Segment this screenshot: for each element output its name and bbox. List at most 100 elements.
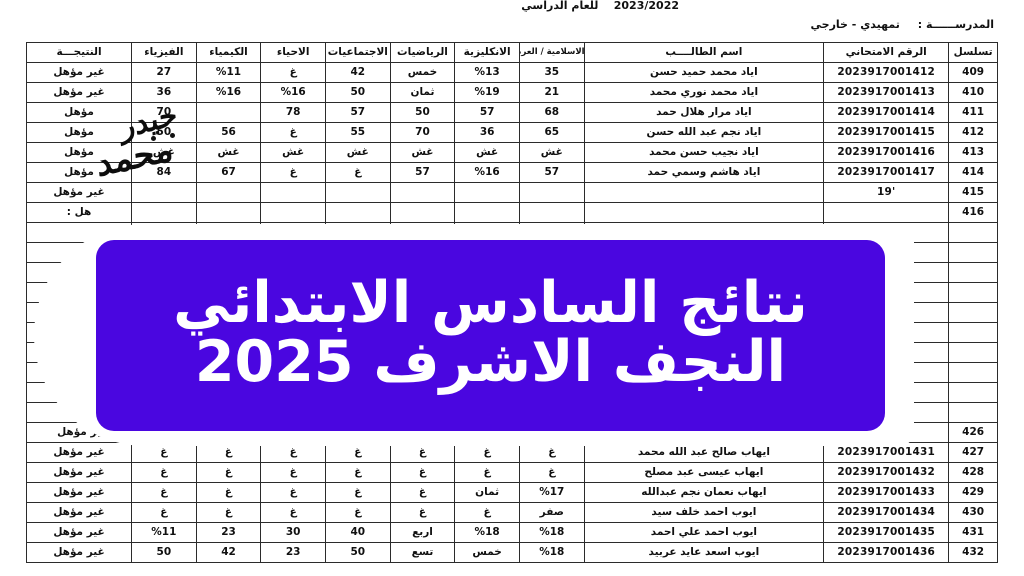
- cell-grade-islamic-arabic: غش: [518, 142, 585, 163]
- cell-grade-social: 50: [324, 542, 391, 563]
- cell-exam-number: 2023917001414: [823, 102, 950, 123]
- cell-grade-physics: %11: [131, 522, 197, 543]
- cell-grade-physics: 70: [131, 102, 197, 123]
- cell-grade-english: %16: [454, 162, 520, 183]
- table-row[interactable]: 429 2023917001433 ايهاب نعمان نجم عبدالله%…: [25, 482, 998, 503]
- cell-exam-number: '19: [823, 182, 950, 203]
- school-label: المدرســــــة :: [917, 18, 994, 31]
- cell-result: غير مؤهل: [25, 502, 133, 523]
- table-row[interactable]: 412 2023917001415 اياد نجم عبد الله حسن 65 3…: [25, 122, 998, 143]
- table-row[interactable]: 416 هل :: [25, 202, 998, 223]
- table-row[interactable]: 414 2023917001417 اياد هاشم وسمي حمد 57 %16 5…: [25, 162, 998, 183]
- table-row[interactable]: 410 2023917001413 اياد محمد نوري محمد 21 %19…: [25, 82, 998, 103]
- cell-student-name: اياد محمد نوري محمد: [583, 82, 825, 103]
- cell-grade-social: [324, 182, 391, 203]
- cell-grade-physics: [131, 182, 197, 203]
- col-header-physics: الفيزياء: [131, 42, 197, 63]
- cell-grade-social: 55: [324, 122, 391, 143]
- table-row[interactable]: 430 2023917001434 ايوب احمد خلف سيد صفر غ غ غ غ…: [25, 502, 998, 523]
- cell-grade-math: غ: [389, 502, 456, 523]
- table-row[interactable]: 432 2023917001436 ايوب اسعد عايد عربيد %18 خ…: [25, 542, 998, 563]
- cell-result: غير مؤهل: [25, 482, 133, 503]
- table-row[interactable]: 413 2023917001416 اياد نجيب حسن محمد غش غش غش…: [25, 142, 998, 163]
- col-header-result: النتيجـــة: [25, 42, 133, 63]
- cell-grade-islamic-arabic: [518, 202, 585, 223]
- cell-seq: 414: [948, 162, 998, 183]
- cell-grade-physics: غ: [131, 462, 197, 483]
- cell-student-name: ايهاب عيسى عبد مصلح: [583, 462, 825, 483]
- cell-grade-chemistry: غش: [195, 142, 262, 163]
- cell-exam-number: 2023917001433: [823, 482, 950, 503]
- cell-result: غير مؤهل: [25, 442, 133, 463]
- cell-seq: [948, 302, 998, 323]
- cell-grade-math: [389, 202, 456, 223]
- cell-grade-biology: غ: [260, 122, 326, 143]
- col-header-english: الانكليزية: [454, 42, 520, 63]
- cell-grade-physics: 36: [131, 82, 197, 103]
- cell-grade-physics: غ: [131, 502, 197, 523]
- cell-grade-biology: غ: [260, 62, 326, 83]
- cell-grade-english: غ: [454, 502, 520, 523]
- cell-exam-number: 2023917001432: [823, 462, 950, 483]
- cell-seq: 432: [948, 542, 998, 563]
- cell-exam-number: 2023917001417: [823, 162, 950, 183]
- table-row[interactable]: 409 2023917001412 اياد محمد حميد حسن 35 %13 خ…: [25, 62, 998, 83]
- academic-year-value: 2023/2022: [613, 0, 679, 12]
- cell-exam-number: 2023917001416: [823, 142, 950, 163]
- handwriting-dot: [170, 133, 175, 138]
- cell-grade-biology: %16: [260, 82, 326, 103]
- cell-grade-biology: غ: [260, 162, 326, 183]
- handwriting-dot: [151, 136, 156, 141]
- cell-grade-physics: 84: [131, 162, 197, 183]
- cell-grade-english: غ: [454, 442, 520, 463]
- cell-seq: 430: [948, 502, 998, 523]
- cell-grade-social: غش: [324, 142, 391, 163]
- cell-grade-chemistry: غ: [195, 482, 262, 503]
- cell-grade-islamic-arabic: 35: [518, 62, 585, 83]
- cell-grade-social: [324, 202, 391, 223]
- cell-grade-math: 50: [389, 102, 456, 123]
- cell-grade-math: 70: [389, 122, 456, 143]
- col-header-seq: تسلسل: [948, 42, 998, 63]
- cell-grade-biology: غش: [260, 142, 326, 163]
- cell-seq: 427: [948, 442, 998, 463]
- cell-grade-chemistry: [195, 182, 262, 203]
- cell-grade-math: 57: [389, 162, 456, 183]
- cell-grade-english: ثمان: [454, 482, 520, 503]
- cell-grade-biology: 23: [260, 542, 326, 563]
- cell-seq: 410: [948, 82, 998, 103]
- cell-student-name: ايوب احمد علي احمد: [583, 522, 825, 543]
- table-header-row: تسلسل الرقم الامتحاني اسم الطالــــب الا…: [25, 42, 998, 63]
- col-header-name: اسم الطالــــب: [583, 42, 825, 63]
- table-row[interactable]: 427 2023917001431 ايهاب صالح عبد الله محمد…: [25, 442, 998, 463]
- table-row[interactable]: 428 2023917001432 ايهاب عيسى عبد مصلح غ غ غ غ غ…: [25, 462, 998, 483]
- cell-grade-islamic-arabic: غ: [518, 462, 585, 483]
- cell-student-name: [583, 182, 825, 203]
- col-header-exam-no: الرقم الامتحاني: [823, 42, 950, 63]
- cell-exam-number: 2023917001412: [823, 62, 950, 83]
- cell-grade-physics: 50: [131, 122, 197, 143]
- title-banner: نتائج السادس الابتدائي النجف الاشرف 2025: [96, 240, 885, 431]
- cell-seq: 429: [948, 482, 998, 503]
- table-row[interactable]: 415'19 غير مؤهل: [25, 182, 998, 203]
- cell-grade-chemistry: غ: [195, 502, 262, 523]
- cell-grade-social: غ: [324, 482, 391, 503]
- table-row[interactable]: 431 2023917001435 ايوب احمد علي احمد %18 %18…: [25, 522, 998, 543]
- cell-seq: 415: [948, 182, 998, 203]
- cell-grade-chemistry: [195, 202, 262, 223]
- cell-grade-islamic-arabic: صفر: [518, 502, 585, 523]
- cell-seq: 431: [948, 522, 998, 543]
- cell-seq: 412: [948, 122, 998, 143]
- cell-grade-english: %18: [454, 522, 520, 543]
- cell-result: غير مؤهل: [25, 182, 133, 203]
- cell-result: مؤهل: [25, 142, 133, 163]
- cell-exam-number: 2023917001436: [823, 542, 950, 563]
- cell-grade-english: غش: [454, 142, 520, 163]
- cell-grade-math: [389, 182, 456, 203]
- cell-grade-chemistry: 42: [195, 542, 262, 563]
- cell-grade-english: %19: [454, 82, 520, 103]
- cell-grade-english: غ: [454, 462, 520, 483]
- cell-exam-number: 2023917001413: [823, 82, 950, 103]
- cell-seq: 426: [948, 422, 998, 443]
- table-row[interactable]: 411 2023917001414 اياد مرار هلال حمد 68 57 50…: [25, 102, 998, 123]
